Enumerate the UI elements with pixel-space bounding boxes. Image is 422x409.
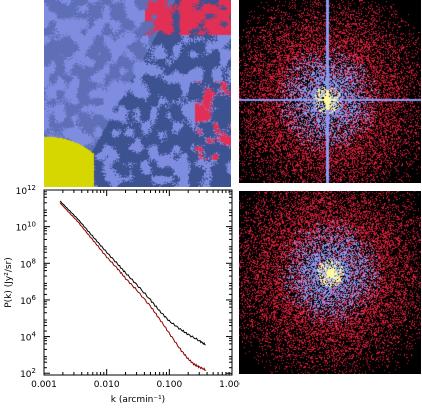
y-tick-label: 106: [20, 294, 36, 307]
x-tick-label: 0.001: [31, 380, 57, 390]
sky-map-canvas: [44, 0, 231, 187]
x-axis-label: k (arcmin⁻¹): [111, 395, 165, 405]
series-0-line: [59, 200, 206, 346]
y-tick-label: 1010: [16, 221, 36, 234]
y-tick-label: 1012: [16, 184, 36, 197]
filtered-power-spectrum-2d-canvas: [239, 191, 421, 374]
series-1-line: [59, 202, 206, 372]
power-spectrum-plot: 0.001 0.010 0.100 1.000 102 104 106 108 1010 1012…: [0, 183, 240, 409]
sky-map-image: [44, 0, 231, 187]
y-tick-label: 104: [20, 331, 36, 344]
x-tick-label: 1.000: [219, 380, 240, 390]
y-tick-label: 108: [20, 257, 36, 270]
power-spectrum-2d-image: [239, 0, 421, 183]
y-tick-label: 102: [20, 367, 36, 380]
y-axis-label: P(k) (Jy²/sr): [4, 257, 14, 308]
tick-layer: 0.001 0.010 0.100 1.000 102 104 106 108 1010 1012: [16, 184, 240, 390]
power-spectrum-chart: 0.001 0.010 0.100 1.000 102 104 106 108 1010 1012…: [4, 184, 240, 405]
x-tick-label: 0.100: [156, 380, 182, 390]
filtered-power-spectrum-2d-image: [239, 191, 421, 374]
plot-frame: [43, 189, 233, 376]
power-spectrum-2d-canvas: [239, 0, 421, 183]
series-layer: [59, 200, 206, 372]
x-tick-label: 0.010: [94, 380, 120, 390]
